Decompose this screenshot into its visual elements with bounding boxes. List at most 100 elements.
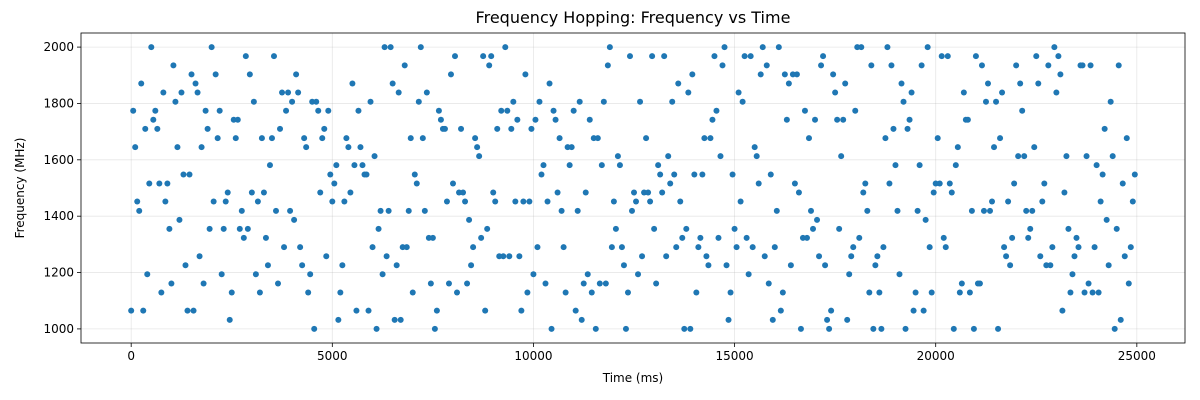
data-point — [172, 98, 179, 105]
data-point — [244, 225, 251, 232]
data-point — [956, 289, 963, 296]
data-point — [307, 271, 314, 278]
data-point — [739, 98, 746, 105]
data-point — [771, 244, 778, 251]
data-point — [166, 225, 173, 232]
data-point — [954, 144, 961, 151]
data-point — [560, 244, 567, 251]
data-point — [810, 225, 817, 232]
data-point — [449, 180, 456, 187]
data-point — [162, 198, 169, 205]
data-point — [1111, 325, 1118, 332]
data-point — [1067, 289, 1074, 296]
data-point — [268, 135, 275, 142]
data-point — [435, 107, 442, 114]
data-point — [176, 216, 183, 223]
data-point — [651, 225, 658, 232]
data-point — [437, 116, 444, 123]
data-point — [367, 98, 374, 105]
data-point — [679, 234, 686, 241]
data-point — [498, 107, 505, 114]
data-point — [160, 89, 167, 96]
data-point — [387, 44, 394, 51]
data-point — [639, 253, 646, 260]
data-point — [735, 89, 742, 96]
data-point — [657, 171, 664, 178]
data-point — [566, 162, 573, 169]
data-point — [584, 271, 591, 278]
data-point — [765, 280, 772, 287]
data-point — [1055, 53, 1062, 60]
data-point — [631, 189, 638, 196]
data-point — [608, 244, 615, 251]
data-point — [1089, 289, 1096, 296]
data-point — [940, 234, 947, 241]
data-point — [548, 325, 555, 332]
data-point — [313, 98, 320, 105]
data-point — [466, 216, 473, 223]
data-point — [375, 225, 382, 232]
data-point — [279, 89, 286, 96]
data-point — [389, 80, 396, 87]
data-point — [864, 207, 871, 214]
data-point — [530, 271, 537, 278]
data-point — [252, 271, 259, 278]
data-point — [377, 207, 384, 214]
data-point — [731, 225, 738, 232]
data-point — [341, 198, 348, 205]
data-point — [208, 44, 215, 51]
data-point — [321, 125, 328, 132]
data-point — [936, 180, 943, 187]
data-point — [586, 116, 593, 123]
data-point — [888, 62, 895, 69]
data-point — [514, 116, 521, 123]
data-point — [411, 171, 418, 178]
data-point — [323, 253, 330, 260]
data-point — [594, 135, 601, 142]
data-point — [781, 71, 788, 78]
data-point — [715, 234, 722, 241]
data-point — [637, 98, 644, 105]
data-point — [383, 253, 390, 260]
data-point — [886, 180, 893, 187]
data-point — [470, 244, 477, 251]
data-point — [180, 171, 187, 178]
data-point — [1045, 62, 1052, 69]
data-point — [1081, 289, 1088, 296]
data-point — [1049, 244, 1056, 251]
data-point — [315, 107, 322, 114]
data-point — [876, 289, 883, 296]
data-point — [920, 307, 927, 314]
data-point — [1115, 62, 1122, 69]
data-point — [270, 53, 277, 60]
data-point — [836, 225, 843, 232]
data-point — [970, 325, 977, 332]
data-point — [759, 44, 766, 51]
data-point — [144, 271, 151, 278]
data-point — [393, 262, 400, 269]
data-point — [170, 62, 177, 69]
data-point — [1075, 244, 1082, 251]
data-point — [238, 207, 245, 214]
data-point — [928, 289, 935, 296]
data-point — [803, 234, 810, 241]
data-point — [892, 162, 899, 169]
data-point — [570, 107, 577, 114]
data-point — [926, 244, 933, 251]
data-point — [486, 62, 493, 69]
data-point — [950, 325, 957, 332]
data-point — [934, 135, 941, 142]
data-point — [930, 189, 937, 196]
data-point — [653, 280, 660, 287]
data-point — [256, 289, 263, 296]
data-point — [918, 62, 925, 69]
data-point — [987, 207, 994, 214]
data-point — [793, 71, 800, 78]
data-point — [721, 44, 728, 51]
data-point — [1057, 71, 1064, 78]
chart-title: Frequency Hopping: Frequency vs Time — [476, 8, 791, 27]
data-point — [232, 135, 239, 142]
data-point — [395, 89, 402, 96]
